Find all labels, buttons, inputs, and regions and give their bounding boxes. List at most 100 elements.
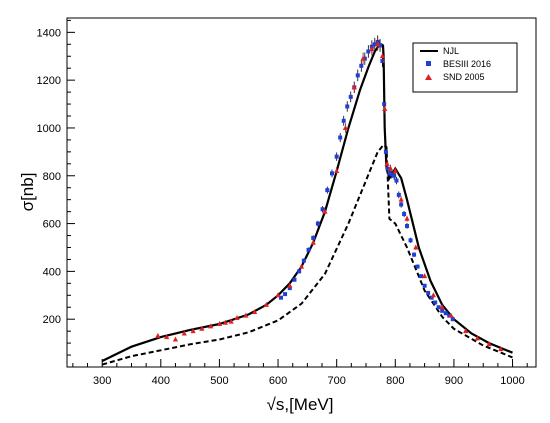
besiii-point [311,235,316,241]
square-marker [440,308,445,313]
snd-point [388,164,394,173]
besiii-point [301,258,306,263]
triangle-marker [384,160,390,166]
square-marker [422,283,427,288]
square-marker [355,73,360,78]
square-marker [392,173,397,178]
snd-point [430,292,437,298]
triangle-marker [275,292,281,298]
snd-point [228,318,234,324]
besiii-point [408,237,413,243]
besiii-point [385,164,390,173]
snd-point [208,323,214,329]
square-marker [383,149,388,154]
snd-point [287,282,293,288]
square-marker [325,188,330,193]
snd-point [190,328,196,334]
triangle-marker [190,328,196,334]
square-marker [396,192,401,197]
besiii-point [443,311,448,316]
besiii-point [440,308,445,313]
besiii-point [297,269,302,274]
triangle-marker [463,328,469,334]
x-axis-ticks: 300 400 500 600 700 800 900 1000 [72,359,528,387]
triangle-marker [322,208,328,214]
triangle-marker [439,304,445,310]
besiii-point [355,69,360,82]
y-tick-label: 200 [43,314,61,326]
square-marker [415,264,420,269]
y-tick-label: 600 [43,219,61,231]
besiii-point [348,91,353,103]
snd-point [439,304,445,310]
besiii-point [315,220,320,227]
square-marker [287,286,292,291]
besiii-point [389,170,394,179]
besiii-point [359,59,364,72]
snd-point [392,167,398,175]
snd-point [369,42,375,56]
besiii-point [366,45,371,58]
triangle-marker [172,336,179,342]
snd-point [298,263,305,269]
snd-point [222,319,228,325]
square-marker [389,172,394,177]
square-marker [338,135,343,140]
square-marker [292,277,297,282]
square-marker [385,166,390,171]
besiii-point [338,132,343,143]
square-marker [278,295,283,300]
legend-swatch-snd [425,74,432,80]
y-tick-label: 1200 [37,75,61,87]
triangle-marker [216,320,223,326]
snd-point [398,196,404,204]
snd-point [498,346,504,352]
y-axis-ticks: 200 400 600 800 1000 1200 1400 [37,19,75,356]
snd-point [448,312,454,318]
besiii-point [292,277,297,282]
square-marker [412,252,417,257]
snd-point [155,332,161,338]
x-tick-label: 1000 [500,375,524,387]
triangle-marker [243,312,249,318]
square-marker [447,313,452,318]
square-marker [341,118,346,123]
x-tick-label: 600 [269,375,287,387]
snd-point [275,292,281,298]
square-marker [408,238,413,243]
besiii-point [450,317,455,322]
snd-point [382,103,388,114]
besiii-point [422,283,427,288]
besiii-point [405,223,410,229]
square-marker [362,56,367,61]
plot-frame [66,17,537,368]
triangle-marker [360,55,366,61]
besiii-point [415,264,420,269]
triangle-marker [486,341,492,347]
besiii-point [306,247,311,253]
square-marker [443,311,448,316]
square-marker [311,235,316,240]
besiii-point [378,39,383,52]
square-marker [378,43,383,48]
x-tick-label: 500 [210,375,228,387]
square-marker [372,42,377,47]
besiii-point [419,274,424,279]
y-tick-label: 1000 [37,123,61,135]
square-marker [283,292,288,297]
snd-point [172,336,179,342]
triangle-marker [382,105,388,111]
snd-point [422,273,428,279]
triangle-marker [351,84,357,90]
triangle-marker [422,273,428,279]
snd-point [263,301,269,307]
besiii-point [396,191,401,199]
triangle-marker [404,215,410,221]
snd-point [252,309,258,315]
square-marker [399,202,404,207]
legend-label-njl: NJL [443,46,459,56]
x-tick-label: 800 [386,375,404,387]
triangle-marker [430,292,437,298]
triangle-marker [181,330,187,336]
